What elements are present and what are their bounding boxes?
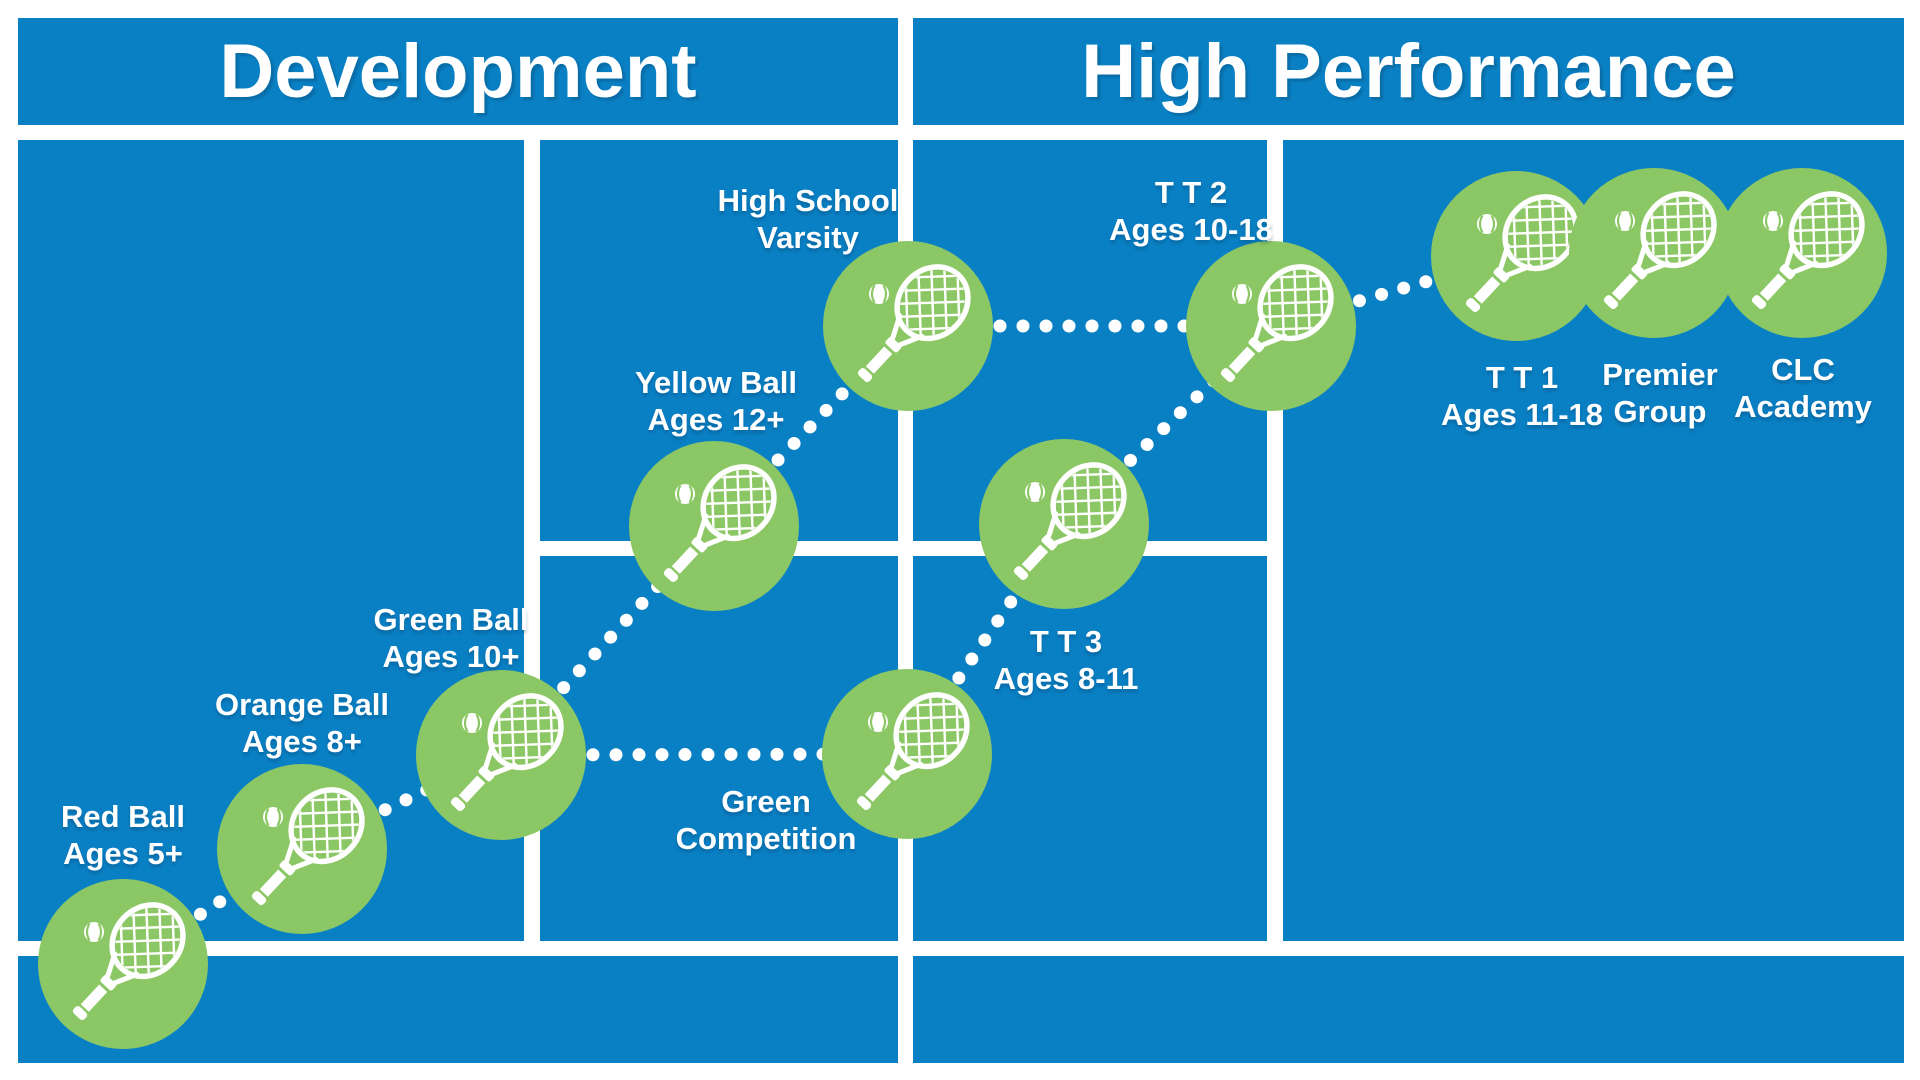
stage-label-green-ball: Green Ball Ages 10+ [373, 601, 528, 675]
tennis-ball-icon [462, 713, 482, 733]
tennis-ball-icon [263, 807, 283, 827]
tennis-ball-icon [1615, 211, 1635, 231]
tennis-ball-icon [868, 712, 888, 732]
stage-label-clc-academy: CLC Academy [1734, 351, 1872, 425]
stage-circle-tt3 [979, 439, 1149, 609]
tennis-racket-icon [857, 257, 978, 383]
stage-circle-tt1 [1431, 171, 1601, 341]
stage-subtitle: Competition [675, 821, 857, 856]
tennis-ball-icon [675, 484, 695, 504]
stage-circle-yellow-ball [629, 441, 799, 611]
stage-circle-red-ball [38, 879, 208, 1049]
stage-label-tt3: T T 3 Ages 8-11 [994, 623, 1139, 697]
stage-subtitle: Ages 8+ [242, 724, 362, 759]
tennis-ball-icon [1232, 284, 1252, 304]
stage-label-premier-group: Premier Group [1602, 356, 1717, 430]
tennis-ball-icon [1477, 214, 1497, 234]
tennis-racket-icon [1751, 184, 1872, 310]
stage-subtitle: Academy [1734, 389, 1872, 424]
stage-subtitle: Ages 12+ [647, 402, 785, 437]
stage-title: Premier [1602, 357, 1718, 392]
stage-circle-green-competition [822, 669, 992, 839]
tennis-racket-icon [251, 780, 372, 906]
tennis-ball-icon [84, 922, 104, 942]
stage-label-tt2: T T 2 Ages 10-18 [1109, 174, 1273, 248]
stage-title: T T 1 [1485, 360, 1559, 395]
tennis-racket-icon [856, 685, 977, 811]
court-line-below-headers [18, 125, 1904, 140]
stage-title: Orange Ball [215, 687, 389, 722]
stage-title: Green Ball [373, 602, 529, 637]
tennis-racket-icon [72, 895, 193, 1021]
stage-label-red-ball: Red Ball Ages 5+ [61, 798, 185, 872]
stage-label-orange-ball: Orange Ball Ages 8+ [215, 686, 389, 760]
stage-label-green-competition: Green Competition [676, 783, 857, 857]
tennis-racket-icon [1465, 187, 1586, 313]
stage-title: High School [717, 183, 899, 218]
stage-subtitle: Group [1613, 394, 1707, 429]
tennis-ball-icon [1025, 482, 1045, 502]
tennis-ball-icon [1763, 211, 1783, 231]
court-line-baseline [18, 941, 1904, 956]
stage-subtitle: Ages 10+ [382, 639, 520, 674]
stage-subtitle: Ages 11-18 [1441, 397, 1603, 432]
tennis-racket-icon [1013, 455, 1134, 581]
stage-title: Green [721, 784, 811, 819]
stage-subtitle: Ages 5+ [63, 836, 183, 871]
stage-circle-premier-group [1569, 168, 1739, 338]
stage-circle-clc-academy [1717, 168, 1887, 338]
stage-title: CLC [1771, 352, 1835, 387]
stage-circle-orange-ball [217, 764, 387, 934]
stage-label-high-school-varsity: High School Varsity [718, 182, 899, 256]
stage-title: T T 2 [1154, 175, 1228, 210]
section-header-high-performance: High Performance [1081, 29, 1736, 114]
stage-subtitle: Varsity [757, 220, 859, 255]
stage-title: Red Ball [60, 799, 186, 834]
section-header-development: Development [219, 29, 697, 114]
tennis-racket-icon [1220, 257, 1341, 383]
tennis-racket-icon [663, 457, 784, 583]
stage-title: T T 3 [1029, 624, 1103, 659]
stage-label-yellow-ball: Yellow Ball Ages 12+ [635, 364, 797, 438]
stage-circle-tt2 [1186, 241, 1356, 411]
stage-label-tt1: T T 1 Ages 11-18 [1441, 359, 1603, 433]
stage-circle-high-school-varsity [823, 241, 993, 411]
stage-circle-green-ball [416, 670, 586, 840]
stage-subtitle: Ages 8-11 [993, 661, 1139, 696]
tennis-racket-icon [450, 686, 571, 812]
stage-title: Yellow Ball [635, 365, 797, 400]
tennis-racket-icon [1603, 184, 1724, 310]
stage-subtitle: Ages 10-18 [1109, 212, 1273, 247]
tennis-ball-icon [869, 284, 889, 304]
